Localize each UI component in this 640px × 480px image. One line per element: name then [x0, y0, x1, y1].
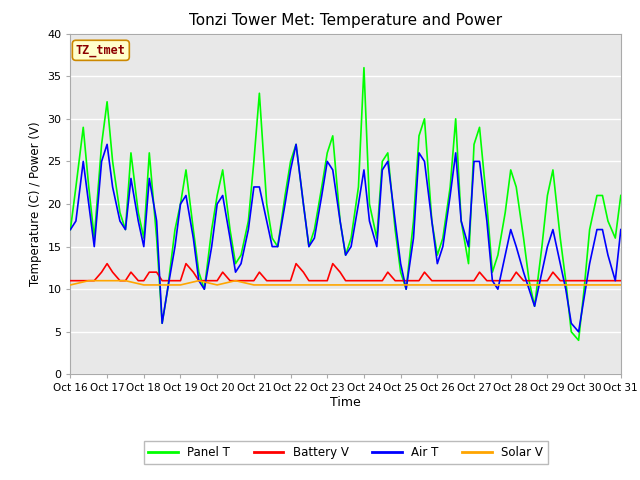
- X-axis label: Time: Time: [330, 396, 361, 409]
- Y-axis label: Temperature (C) / Power (V): Temperature (C) / Power (V): [29, 122, 42, 286]
- Title: Tonzi Tower Met: Temperature and Power: Tonzi Tower Met: Temperature and Power: [189, 13, 502, 28]
- Text: TZ_tmet: TZ_tmet: [76, 44, 126, 57]
- Legend: Panel T, Battery V, Air T, Solar V: Panel T, Battery V, Air T, Solar V: [143, 442, 548, 464]
